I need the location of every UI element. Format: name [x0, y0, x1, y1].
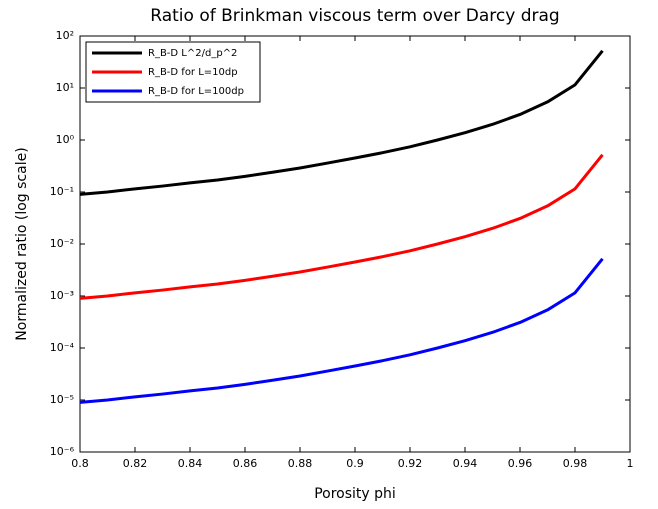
x-tick-label: 0.96	[508, 457, 533, 470]
x-tick-label: 0.86	[233, 457, 258, 470]
series-line	[79, 49, 604, 196]
y-tick-label: 10⁻¹	[50, 185, 74, 198]
y-tick-label: 10⁻⁴	[50, 341, 75, 354]
x-tick-label: 1	[627, 457, 634, 470]
series-line	[79, 257, 604, 404]
y-tick-label: 10²	[56, 29, 74, 42]
legend-label: R_B-D L^2/d_p^2	[148, 48, 237, 59]
plot-frame	[79, 35, 631, 453]
y-tick-label: 10⁻⁶	[50, 445, 75, 458]
x-tick-label: 0.98	[563, 457, 588, 470]
legend-label: R_B-D for L=10dp	[148, 67, 238, 78]
x-tick-label: 0.94	[453, 457, 478, 470]
x-axis-label: Porosity phi	[314, 486, 396, 502]
x-tick-label: 0.84	[178, 457, 203, 470]
series-line	[79, 153, 604, 300]
y-tick-label: 10⁻⁵	[50, 393, 74, 406]
chart-title: Ratio of Brinkman viscous term over Darc…	[150, 6, 559, 26]
x-tick-label: 0.88	[288, 457, 313, 470]
legend-label: R_B-D for L=100dp	[148, 86, 244, 97]
y-tick-label: 10⁻²	[50, 237, 74, 250]
x-tick-label: 0.8	[71, 457, 89, 470]
y-tick-label: 10⁻³	[50, 289, 74, 302]
y-tick-label: 10⁰	[56, 133, 75, 146]
x-tick-label: 0.92	[398, 457, 423, 470]
y-tick-label: 10¹	[56, 81, 74, 94]
x-tick-label: 0.82	[123, 457, 148, 470]
x-tick-label: 0.9	[346, 457, 364, 470]
y-axis-label: Normalized ratio (log scale)	[14, 147, 30, 340]
